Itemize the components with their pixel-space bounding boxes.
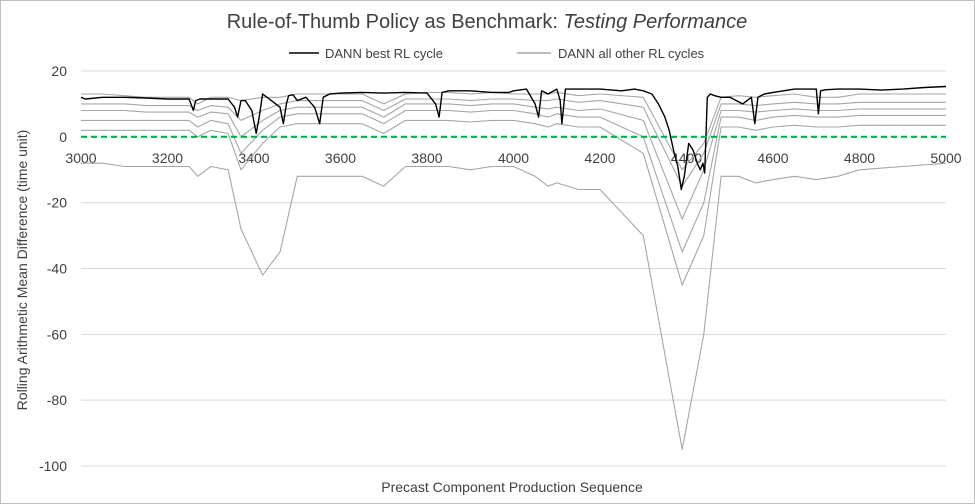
series-others <box>81 91 947 451</box>
y-tick-label: 0 <box>59 129 67 145</box>
x-tick-label: 4800 <box>844 150 875 166</box>
legend-label-best: DANN best RL cycle <box>325 46 443 61</box>
x-tick-label: 4000 <box>498 150 529 166</box>
series-line-other <box>81 98 946 187</box>
series-best <box>80 85 947 191</box>
y-axis-ticks: 20 0 -20 -40 -60 -80 -100 <box>39 63 67 474</box>
y-tick-label: -80 <box>47 392 67 408</box>
y-tick-label: -40 <box>47 261 67 277</box>
y-tick-label: -100 <box>39 458 67 474</box>
legend: DANN best RL cycle DANN all other RL cyc… <box>289 46 705 61</box>
y-tick-label: 20 <box>51 63 67 79</box>
series-line-other <box>81 109 946 253</box>
series-line-other <box>81 119 946 286</box>
x-tick-label: 3200 <box>152 150 183 166</box>
x-tick-label: 3000 <box>65 150 96 166</box>
legend-label-others: DANN all other RL cycles <box>558 46 705 61</box>
gridlines <box>81 70 946 467</box>
x-tick-label: 4600 <box>757 150 788 166</box>
x-tick-label: 3600 <box>325 150 356 166</box>
x-tick-label: 4200 <box>584 150 615 166</box>
x-axis-label: Precast Component Production Sequence <box>381 479 643 495</box>
x-tick-label: 5000 <box>930 150 961 166</box>
x-tick-label: 3400 <box>238 150 269 166</box>
series-line-other <box>81 162 947 451</box>
chart-title-italic: Testing Performance <box>563 11 747 33</box>
y-tick-label: -60 <box>47 326 67 342</box>
chart-title-main: Rule-of-Thumb Policy as Benchmark: <box>227 11 564 33</box>
y-axis-label: Rolling Arithmetic Mean Difference (time… <box>14 130 30 411</box>
x-tick-label: 3800 <box>411 150 442 166</box>
series-line-other <box>81 103 946 220</box>
y-tick-label: -20 <box>47 195 67 211</box>
series-line-best <box>80 85 947 191</box>
chart-title: Rule-of-Thumb Policy as Benchmark: Testi… <box>227 11 748 33</box>
x-axis-ticks: 3000 3200 3400 3600 3800 4000 4200 4400 4600 4800… <box>65 150 961 166</box>
